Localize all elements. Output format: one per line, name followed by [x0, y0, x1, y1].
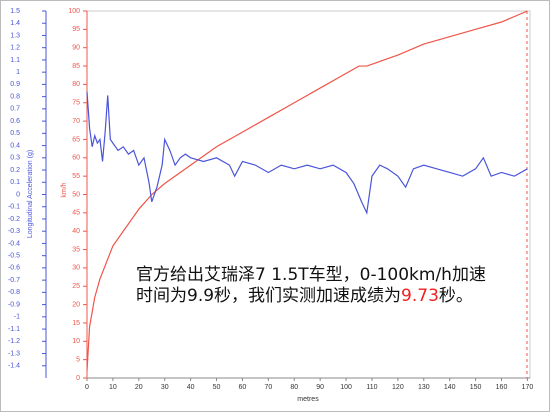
- y2-tick-label: 10: [72, 338, 80, 345]
- x-tick-label: 170: [522, 384, 534, 391]
- y-tick-label: -0.1: [8, 204, 20, 211]
- y-tick-label: 1.1: [10, 57, 20, 64]
- annotation-line: 官方给出艾瑞泽7 1.5T车型，0-100km/h加速: [136, 265, 486, 285]
- y-tick-label: 1.4: [10, 20, 20, 27]
- y-tick-label: -0.9: [8, 301, 20, 308]
- y-tick-label: 0.7: [10, 106, 20, 113]
- y-tick-label: 1.5: [10, 8, 20, 15]
- y2-tick-label: 0: [76, 375, 80, 382]
- y-tick-label: 0.8: [10, 93, 20, 100]
- y-tick-label: 1.3: [10, 32, 20, 39]
- y2-tick-label: 100: [68, 8, 80, 15]
- y-tick-label: 1: [16, 69, 20, 76]
- y2-tick-label: 85: [72, 63, 80, 70]
- y-tick-label: -1.4: [8, 363, 20, 370]
- y2-tick-label: 80: [72, 81, 80, 88]
- x-tick-label: 20: [135, 384, 143, 391]
- x-tick-label: 130: [418, 384, 430, 391]
- y-tick-label: 0: [16, 191, 20, 198]
- y-tick-label: -0.2: [8, 216, 20, 223]
- annotation-line: 时间为9.9秒，我们实测加速成绩为9.73秒。: [136, 286, 486, 307]
- x-tick-label: 60: [239, 384, 247, 391]
- y-tick-label: -0.4: [8, 240, 20, 247]
- y-tick-label: -1: [14, 314, 20, 321]
- y2-tick-label: 50: [72, 191, 80, 198]
- x-axis-label: metres: [297, 396, 319, 403]
- y-tick-label: 0.1: [10, 179, 20, 186]
- y2-tick-label: 65: [72, 136, 80, 143]
- x-tick-label: 80: [290, 384, 298, 391]
- y2-tick-label: 75: [72, 100, 80, 107]
- y-tick-label: 0.9: [10, 81, 20, 88]
- y2-tick-label: 45: [72, 210, 80, 217]
- x-tick-label: 30: [161, 384, 169, 391]
- x-tick-label: 10: [109, 384, 117, 391]
- y2-tick-label: 5: [76, 356, 80, 363]
- y2-tick-label: 30: [72, 265, 80, 272]
- y2-tick-label: 60: [72, 155, 80, 162]
- y2-tick-label: 90: [72, 45, 80, 52]
- series-line: [86, 10, 528, 371]
- y2-tick-label: 55: [72, 173, 80, 180]
- x-tick-label: 110: [366, 384, 377, 391]
- y-tick-label: 0.3: [10, 155, 20, 162]
- x-tick-label: 50: [213, 384, 221, 391]
- y2-tick-label: 95: [72, 26, 80, 33]
- y-tick-label: -1.2: [8, 338, 20, 345]
- y-tick-label: 0.6: [10, 118, 20, 125]
- annotation: 官方给出艾瑞泽7 1.5T车型，0-100km/h加速 时间为9.9秒，我们实测…: [136, 265, 486, 307]
- y-tick-label: -0.3: [8, 228, 20, 235]
- y-tick-label: 0.5: [10, 130, 20, 137]
- y-tick-label: 0.2: [10, 167, 20, 174]
- annotation-text: 时间为9.9秒，我们实测加速成绩为: [136, 286, 402, 306]
- y-tick-label: -0.5: [8, 253, 20, 260]
- y-tick-label: 1.2: [10, 45, 20, 52]
- x-tick-label: 120: [392, 384, 404, 391]
- y-tick-label: -1.1: [8, 326, 20, 333]
- y-tick-label: -0.8: [8, 289, 20, 296]
- x-tick-label: 100: [340, 384, 352, 391]
- y2-tick-label: 20: [72, 301, 80, 308]
- x-tick-label: 40: [187, 384, 195, 391]
- annotation-highlight: 9.73: [401, 286, 439, 306]
- y-tick-label: 0.4: [10, 142, 20, 149]
- x-tick-label: 0: [85, 384, 89, 391]
- x-tick-label: 160: [496, 384, 508, 391]
- x-tick-label: 70: [264, 384, 272, 391]
- x-tick-label: 90: [316, 384, 324, 391]
- y2-tick-label: 15: [72, 320, 80, 327]
- y-tick-label: -0.6: [8, 265, 20, 272]
- annotation-text: 秒。: [438, 286, 473, 306]
- y2-tick-label: 35: [72, 246, 80, 253]
- y-tick-label: -1.3: [8, 350, 20, 357]
- series-line: [86, 91, 528, 215]
- y2-tick-label: 40: [72, 228, 80, 235]
- x-tick-label: 140: [444, 384, 456, 391]
- x-tick-label: 150: [470, 384, 482, 391]
- y-tick-label: -0.7: [8, 277, 20, 284]
- y-axis-label: Longitudinal Acceleration (g): [27, 150, 34, 238]
- y2-tick-label: 70: [72, 118, 80, 125]
- y2-axis-label: km/h: [61, 182, 68, 197]
- y2-tick-label: 25: [72, 283, 80, 290]
